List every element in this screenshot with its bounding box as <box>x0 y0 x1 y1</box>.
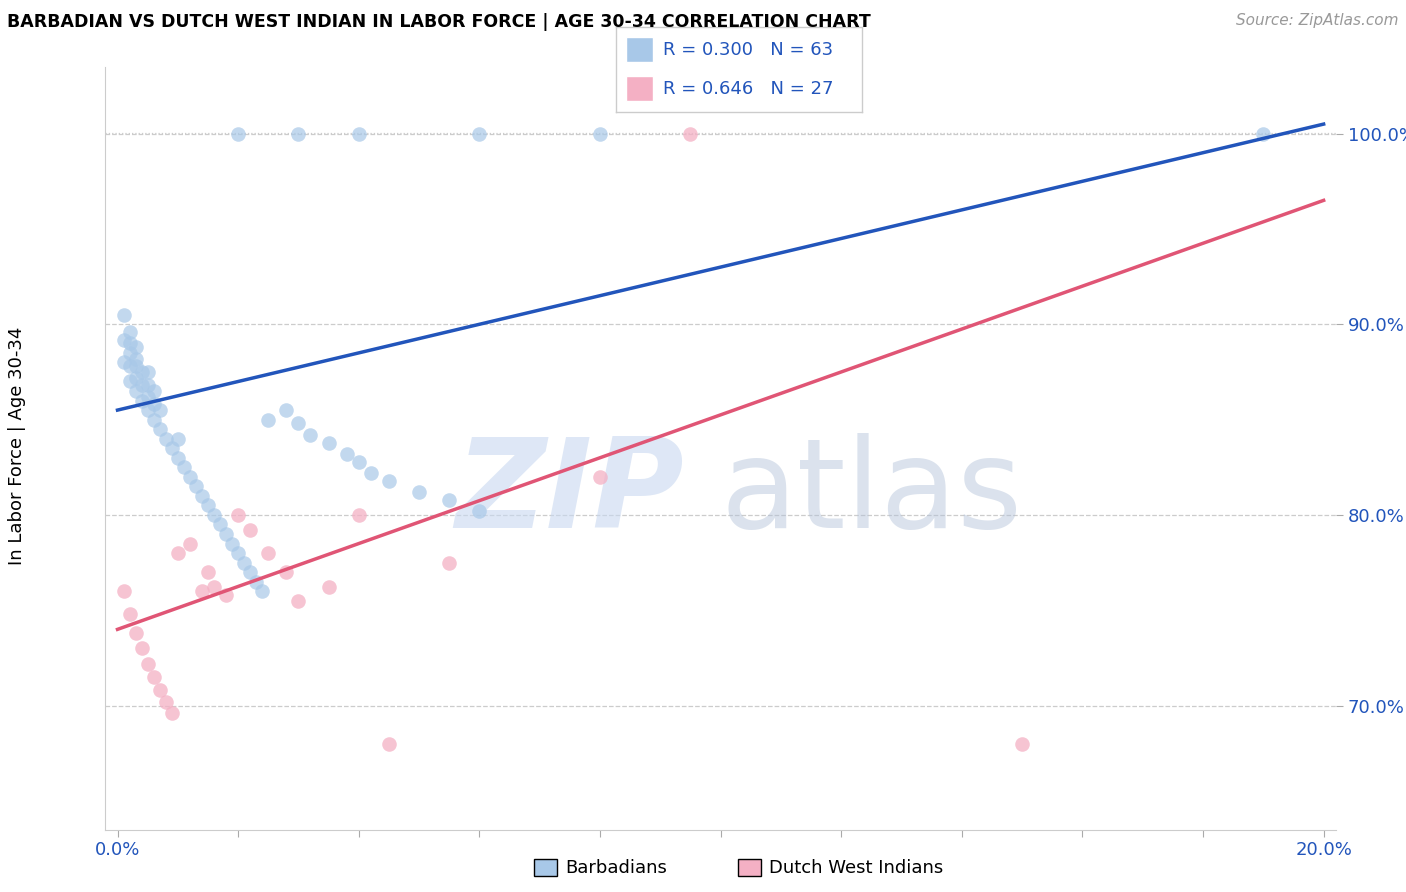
Point <box>408 485 430 500</box>
Point <box>347 454 370 468</box>
Text: Source: ZipAtlas.com: Source: ZipAtlas.com <box>1236 13 1399 29</box>
Point <box>118 336 141 351</box>
Point <box>124 351 146 366</box>
Point <box>318 581 340 595</box>
Point <box>215 588 238 602</box>
Point <box>276 403 298 417</box>
Point <box>184 479 207 493</box>
Point <box>131 378 153 392</box>
Point <box>142 670 165 684</box>
Point <box>118 325 141 339</box>
Point <box>245 574 267 589</box>
Point <box>118 375 141 389</box>
Bar <box>626 76 652 102</box>
Point <box>287 127 309 141</box>
Point <box>202 581 225 595</box>
Point <box>437 556 460 570</box>
Point <box>679 127 702 141</box>
Point <box>118 346 141 360</box>
Point <box>347 508 370 522</box>
Point <box>136 378 159 392</box>
Point <box>347 127 370 141</box>
Point <box>124 384 146 398</box>
Point <box>252 584 274 599</box>
Text: Dutch West Indians: Dutch West Indians <box>769 859 943 877</box>
Point <box>287 593 309 607</box>
Point <box>378 474 401 488</box>
Point <box>437 492 460 507</box>
Point <box>226 508 249 522</box>
Point <box>360 466 382 480</box>
Point <box>131 393 153 408</box>
Point <box>191 489 214 503</box>
Point <box>191 584 214 599</box>
Point <box>124 370 146 384</box>
Point <box>118 607 141 621</box>
Point <box>336 447 359 461</box>
Point <box>233 556 256 570</box>
Point <box>160 706 183 721</box>
Point <box>112 308 135 322</box>
Text: atlas: atlas <box>721 434 1022 555</box>
Point <box>142 384 165 398</box>
Point <box>142 397 165 411</box>
Point <box>179 536 201 550</box>
Point <box>202 508 225 522</box>
Point <box>173 460 195 475</box>
Point <box>124 626 146 640</box>
Text: Barbadians: Barbadians <box>565 859 666 877</box>
Point <box>226 127 249 141</box>
Text: In Labor Force | Age 30-34: In Labor Force | Age 30-34 <box>8 326 25 566</box>
Point <box>112 333 135 347</box>
Point <box>112 584 135 599</box>
Point <box>378 737 401 751</box>
Point <box>112 355 135 369</box>
Text: ZIP: ZIP <box>456 434 683 555</box>
Point <box>136 403 159 417</box>
Point <box>221 536 243 550</box>
Bar <box>626 37 652 62</box>
Point <box>166 432 188 446</box>
Point <box>124 340 146 354</box>
Point <box>124 359 146 374</box>
Point <box>215 527 238 541</box>
Point <box>257 546 280 560</box>
Point <box>149 683 172 698</box>
Text: R = 0.300   N = 63: R = 0.300 N = 63 <box>662 41 832 59</box>
Text: R = 0.646   N = 27: R = 0.646 N = 27 <box>662 79 834 97</box>
Point <box>136 390 159 404</box>
Point <box>257 412 280 426</box>
Point <box>208 517 231 532</box>
Point <box>287 417 309 431</box>
Point <box>149 422 172 436</box>
Point <box>142 412 165 426</box>
Point <box>131 365 153 379</box>
Point <box>239 565 262 579</box>
Point <box>155 432 177 446</box>
Point <box>136 365 159 379</box>
Point <box>160 441 183 455</box>
Point <box>179 470 201 484</box>
Point <box>131 641 153 656</box>
Point <box>166 450 188 465</box>
Point <box>276 565 298 579</box>
Point <box>1253 127 1275 141</box>
Point <box>239 523 262 537</box>
Point <box>166 546 188 560</box>
Text: BARBADIAN VS DUTCH WEST INDIAN IN LABOR FORCE | AGE 30-34 CORRELATION CHART: BARBADIAN VS DUTCH WEST INDIAN IN LABOR … <box>7 13 870 31</box>
Point <box>197 499 219 513</box>
Point <box>136 657 159 671</box>
Point <box>318 435 340 450</box>
Point <box>468 504 491 518</box>
Point <box>226 546 249 560</box>
Point <box>155 695 177 709</box>
Point <box>197 565 219 579</box>
Point <box>118 359 141 374</box>
Point <box>1011 737 1033 751</box>
Point <box>589 127 612 141</box>
Point <box>589 470 612 484</box>
Point <box>468 127 491 141</box>
Point <box>299 428 322 442</box>
Point <box>149 403 172 417</box>
